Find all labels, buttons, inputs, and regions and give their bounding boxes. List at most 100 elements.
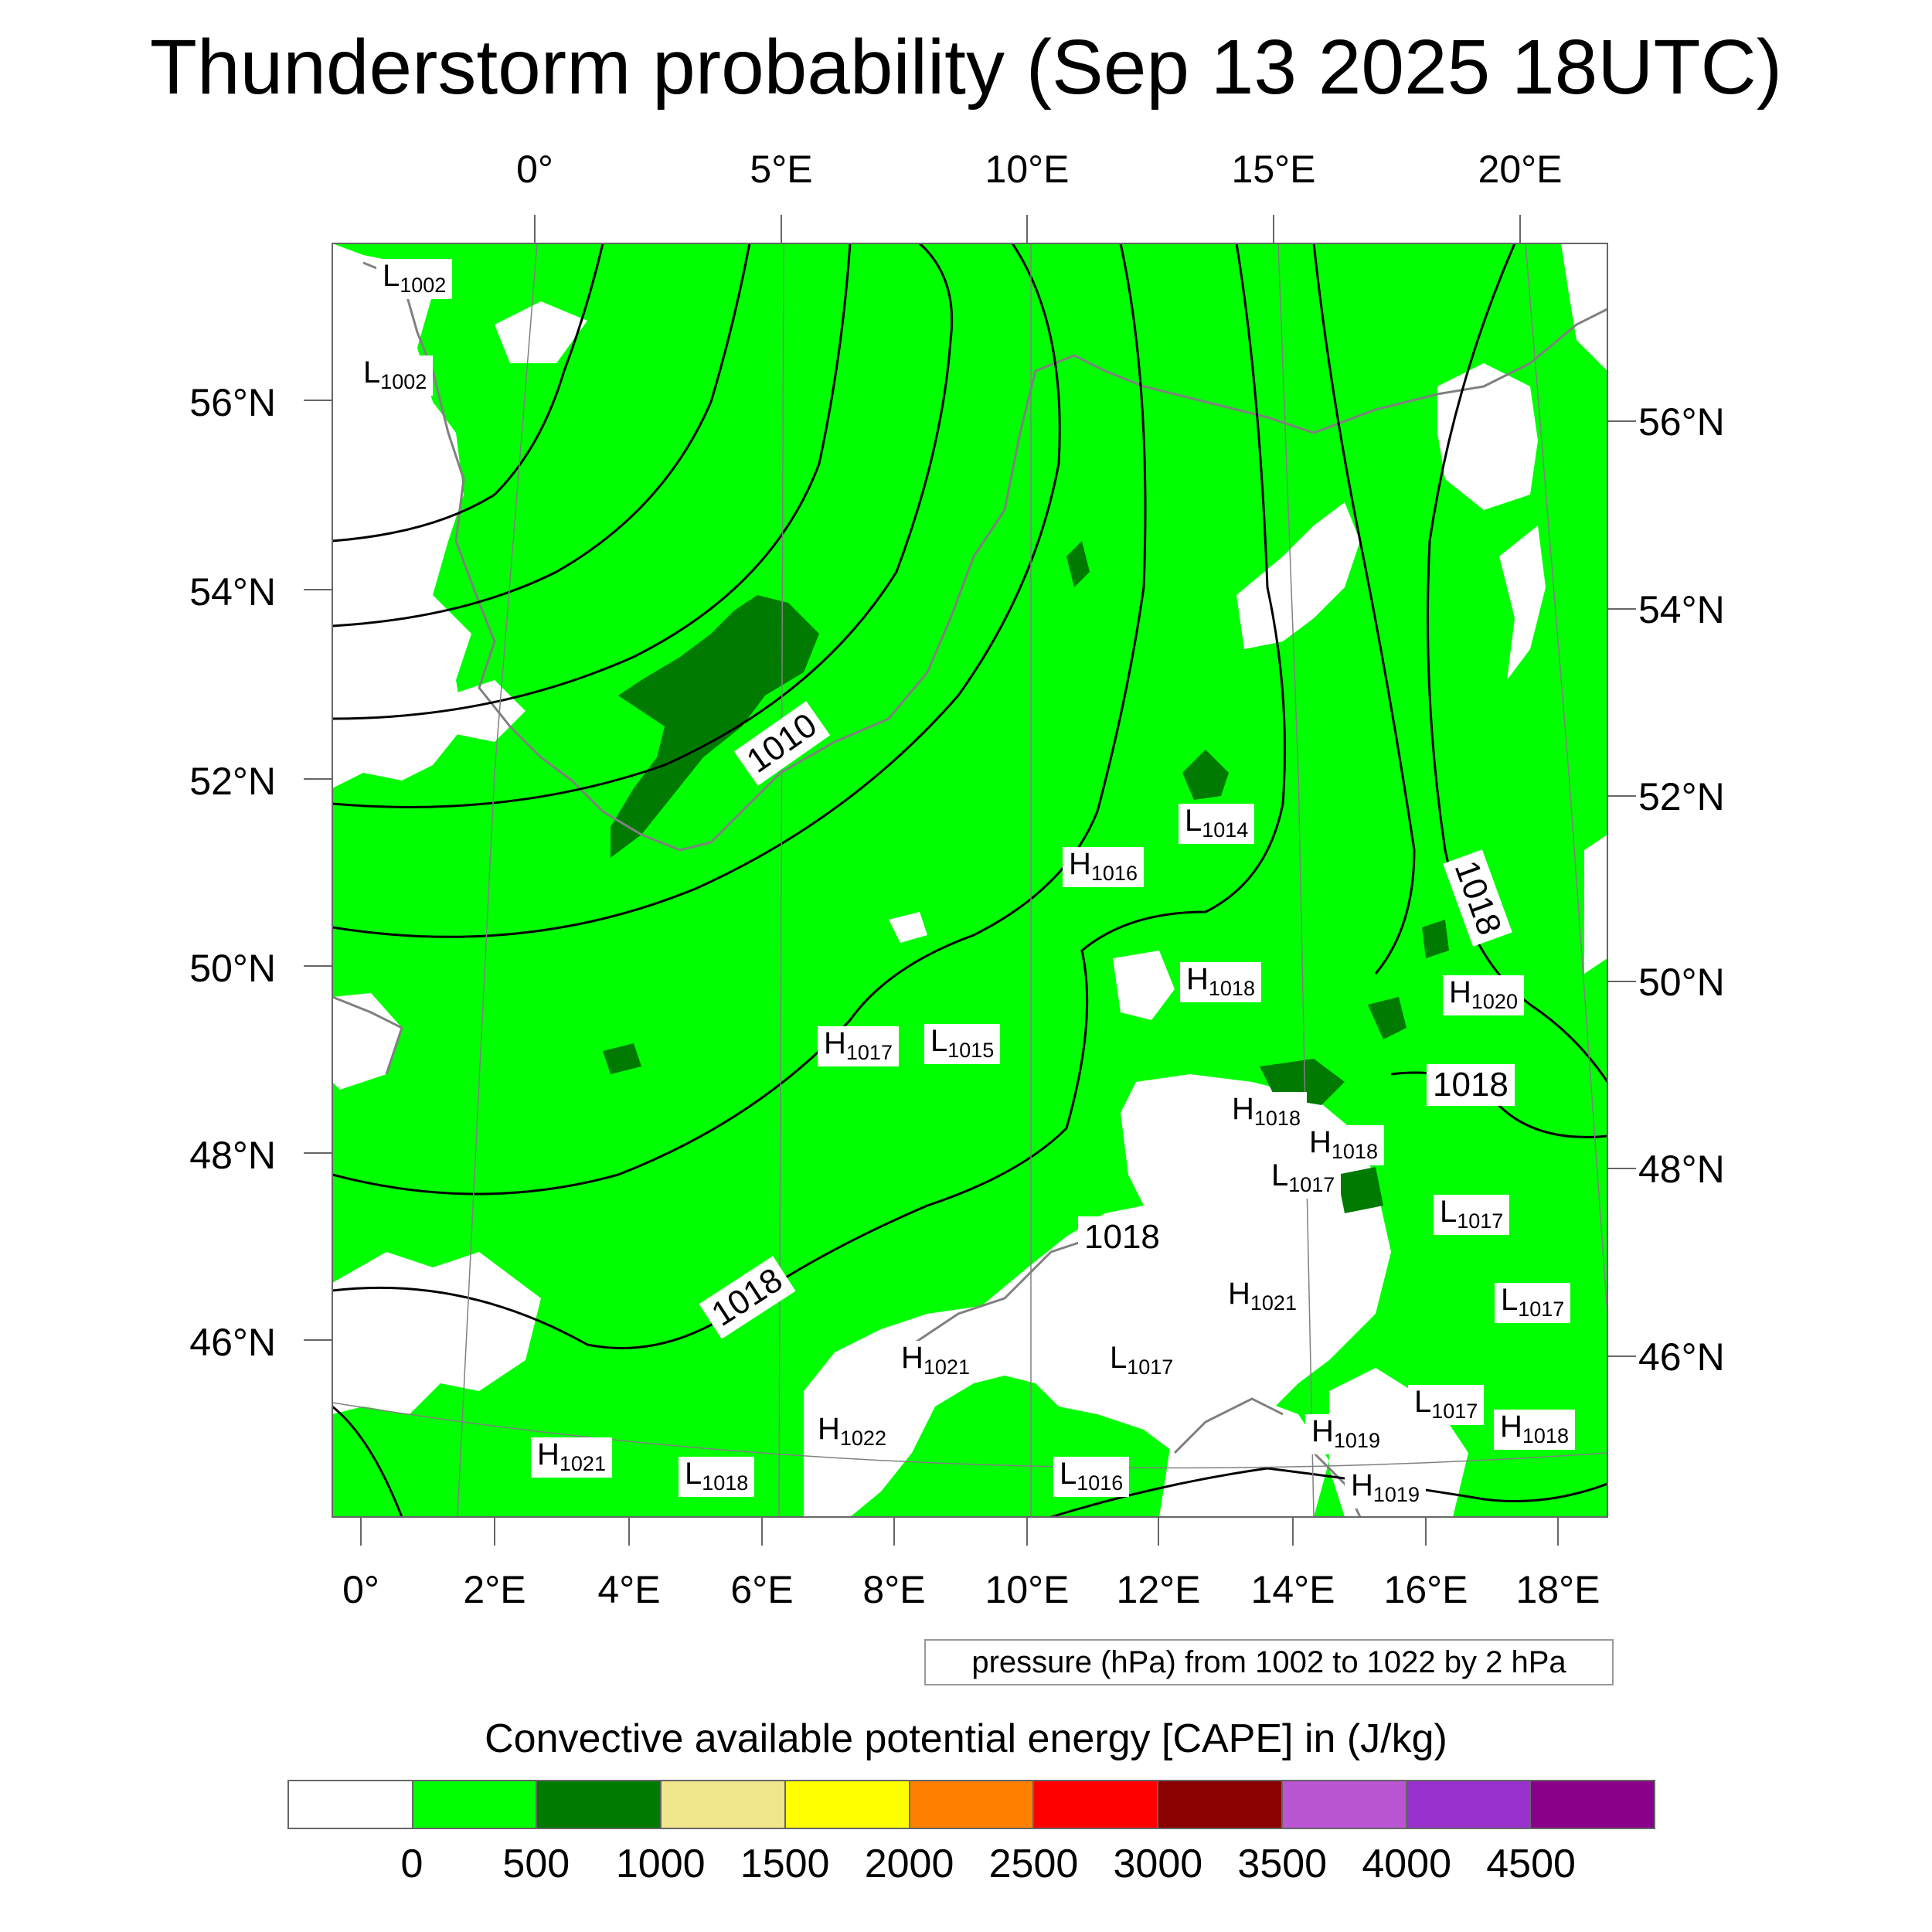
pressure-type: L — [1110, 1341, 1128, 1375]
pressure-value: 1019 — [1333, 1429, 1380, 1452]
pressure-type: L — [1271, 1158, 1289, 1192]
pressure-value: 1018 — [702, 1471, 749, 1495]
top-lon-label: 20°E — [1478, 148, 1563, 191]
colorbar-bin — [785, 1781, 910, 1828]
pressure-value: 1021 — [559, 1452, 606, 1475]
colorbar-bin — [1406, 1781, 1532, 1828]
pressure-value: 1017 — [1431, 1400, 1478, 1423]
colorbar-bin — [413, 1781, 538, 1828]
colorbar-tick-label: 2500 — [988, 1842, 1079, 1886]
pressure-high-marker: H1018 — [1303, 1125, 1384, 1165]
pressure-value: 1016 — [1077, 1471, 1124, 1495]
pressure-high-marker: H1017 — [818, 1026, 899, 1066]
pressure-low-marker: L1017 — [1104, 1341, 1180, 1381]
bottom-lon-label: 16°E — [1383, 1568, 1468, 1611]
pressure-type: H — [1309, 1125, 1332, 1159]
pressure-value: 1022 — [839, 1427, 886, 1450]
colorbar-tick-label: 3500 — [1237, 1842, 1328, 1886]
pressure-type: L — [1440, 1195, 1458, 1229]
isobar-label: 1018 — [1427, 1064, 1515, 1106]
bottom-lon-label: 0° — [342, 1568, 379, 1611]
isobar-label: 1018 — [1078, 1216, 1166, 1258]
bottom-lon-label: 14°E — [1250, 1568, 1335, 1611]
right-lat-label: 48°N — [1638, 1148, 1725, 1191]
bottom-lon-label: 2°E — [463, 1568, 526, 1611]
pressure-value: 1014 — [1202, 818, 1249, 842]
bottom-lon-label: 8°E — [862, 1568, 926, 1611]
pressure-value: 1017 — [845, 1041, 893, 1064]
pressure-low-marker: L1017 — [1408, 1385, 1485, 1425]
contour-info-box: pressure (hPa) from 1002 to 1022 by 2 hP… — [924, 1639, 1614, 1685]
pressure-type: L — [1414, 1385, 1432, 1419]
pressure-type: H — [1186, 962, 1209, 996]
pressure-type: H — [1449, 975, 1471, 1009]
pressure-type: H — [824, 1026, 846, 1060]
pressure-type: H — [1069, 847, 1091, 881]
pressure-value: 1021 — [923, 1355, 970, 1379]
pressure-type: H — [1228, 1277, 1250, 1311]
pressure-value: 1019 — [1372, 1483, 1420, 1506]
right-lat-label: 52°N — [1638, 775, 1725, 818]
colorbar-tick-label: 1500 — [740, 1842, 830, 1886]
left-lat-label: 56°N — [189, 381, 276, 424]
pressure-high-marker: H1021 — [895, 1341, 976, 1381]
pressure-high-marker: H1019 — [1345, 1468, 1426, 1509]
colorbar-bin — [537, 1781, 662, 1828]
pressure-type: H — [901, 1341, 923, 1375]
pressure-low-marker: L1017 — [1495, 1283, 1571, 1323]
left-lat-label: 52°N — [189, 760, 276, 803]
colorbar-tick-label: 3000 — [1113, 1842, 1203, 1886]
pressure-low-marker: L1002 — [357, 355, 434, 396]
colorbar-tick-label: 0 — [400, 1842, 423, 1886]
pressure-high-marker: H1018 — [1494, 1410, 1575, 1450]
pressure-high-marker: H1022 — [811, 1412, 893, 1452]
colorbar-bin — [1531, 1781, 1655, 1828]
pressure-value: 1018 — [1522, 1424, 1569, 1447]
colorbar-tick-label: 1000 — [615, 1842, 706, 1886]
colorbar-tick-label: 500 — [502, 1842, 570, 1886]
colorbar-title: Convective available potential energy [C… — [485, 1716, 1447, 1761]
left-lat-label: 50°N — [189, 947, 276, 990]
colorbar-bin — [1282, 1781, 1407, 1828]
pressure-value: 1015 — [947, 1039, 995, 1062]
pressure-high-marker: H1020 — [1443, 975, 1524, 1015]
bottom-lon-label: 4°E — [597, 1568, 661, 1611]
pressure-low-marker: L1017 — [1434, 1195, 1510, 1235]
pressure-value: 1017 — [1127, 1355, 1174, 1379]
pressure-value: 1017 — [1457, 1209, 1504, 1233]
bottom-lon-label: 6°E — [730, 1568, 794, 1611]
colorbar-bin — [1158, 1781, 1283, 1828]
cape-field — [332, 243, 1607, 1517]
bottom-lon-label: 12°E — [1116, 1568, 1201, 1611]
pressure-high-marker: H1021 — [1222, 1277, 1303, 1317]
pressure-value: 1017 — [1288, 1173, 1335, 1196]
pressure-high-marker: H1018 — [1180, 962, 1261, 1002]
left-lat-label: 54°N — [189, 570, 276, 614]
pressure-low-marker: L1018 — [679, 1457, 755, 1497]
chart-title: Thunderstorm probability (Sep 13 2025 18… — [149, 24, 1783, 111]
pressure-type: L — [1501, 1283, 1519, 1317]
isobars — [332, 243, 1607, 1517]
pressure-value: 1002 — [380, 370, 427, 393]
pressure-value: 1018 — [1208, 977, 1255, 1000]
pressure-type: L — [383, 259, 400, 293]
pressure-type: H — [537, 1437, 560, 1471]
colorbar-bin — [289, 1781, 413, 1828]
top-lon-label: 10°E — [985, 148, 1070, 191]
pressure-high-marker: H1018 — [1226, 1092, 1307, 1132]
colorbar-bin — [1034, 1781, 1159, 1828]
pressure-type: H — [1232, 1092, 1254, 1126]
pressure-type: L — [685, 1457, 702, 1491]
map-frame — [332, 243, 1608, 1518]
top-lon-label: 0° — [516, 148, 553, 191]
pressure-value: 1016 — [1090, 862, 1138, 885]
pressure-high-marker: H1016 — [1063, 847, 1144, 887]
right-lat-label: 50°N — [1638, 961, 1725, 1004]
pressure-type: H — [1311, 1414, 1334, 1448]
colorbar — [287, 1780, 1655, 1829]
map-ticks — [304, 215, 1636, 1546]
pressure-type: L — [1185, 804, 1202, 838]
pressure-type: H — [1500, 1410, 1522, 1444]
pressure-type: L — [1060, 1457, 1077, 1491]
